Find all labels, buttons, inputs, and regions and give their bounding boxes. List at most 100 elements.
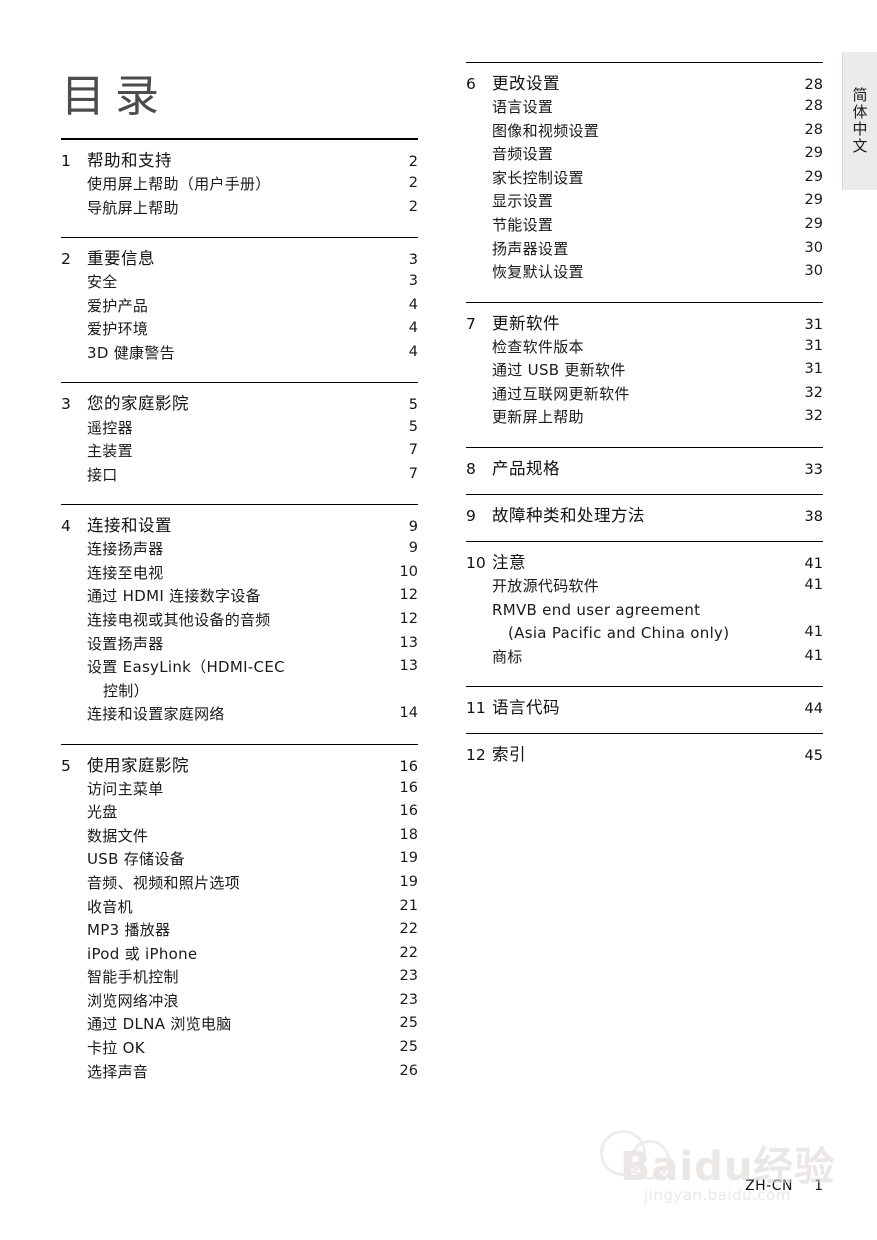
toc-entry[interactable]: 导航屏上帮助 2 <box>61 197 418 221</box>
toc-entry[interactable]: 爱护环境 4 <box>61 318 418 342</box>
chapter-spacer <box>466 528 823 541</box>
toc-entry[interactable]: 选择声音 26 <box>61 1060 418 1084</box>
toc-entry[interactable]: 扬声器设置 30 <box>466 237 823 261</box>
toc-entry-label: 音频设置 <box>492 145 554 164</box>
chapter-number: 3 <box>61 395 71 414</box>
toc-entry-label: 遥控器 <box>87 418 133 437</box>
chapter-divider <box>61 138 418 140</box>
toc-entry[interactable]: USB 存储设备 19 <box>61 848 418 872</box>
toc-chapter-heading[interactable]: 2 重要信息 3 <box>61 238 418 271</box>
toc-entry[interactable]: 控制） <box>61 679 418 703</box>
toc-entry[interactable]: 显示设置 29 <box>466 190 823 214</box>
toc-entry-label: 浏览网络冲浪 <box>87 991 179 1010</box>
toc-chapter-heading[interactable]: 11 语言代码 44 <box>466 687 823 720</box>
chapter-title: 更改设置 <box>492 74 560 93</box>
toc-entry[interactable]: 连接至电视 10 <box>61 562 418 586</box>
toc-entry-label: 图像和视频设置 <box>492 121 600 140</box>
toc-entry[interactable]: MP3 播放器 22 <box>61 919 418 943</box>
toc-entry[interactable]: 访问主菜单 16 <box>61 778 418 802</box>
toc-entry-label: 访问主菜单 <box>87 779 164 798</box>
page-title: 目录 <box>61 71 169 122</box>
chapter-page-number: 33 <box>804 461 823 478</box>
chapter-title: 重要信息 <box>87 249 155 269</box>
toc-entry-label: 更新屏上帮助 <box>492 408 584 427</box>
toc-entry[interactable]: 音频设置 29 <box>466 143 823 167</box>
toc-entry[interactable]: 节能设置 29 <box>466 214 823 238</box>
toc-entry[interactable]: 语言设置 28 <box>466 96 823 120</box>
chapter-number: 7 <box>466 314 476 333</box>
toc-entry[interactable]: 数据文件 18 <box>61 825 418 849</box>
toc-chapter: 4 连接和设置 9 连接扬声器 9 连接至电视 10 通过 HDMI 连接数字设备 12 连接电视… <box>61 504 418 744</box>
toc-entry-page-number: 23 <box>399 968 418 985</box>
toc-entry[interactable]: 主装置 7 <box>61 440 418 464</box>
toc-entry-label: MP3 播放器 <box>87 921 171 940</box>
toc-entry[interactable]: 连接和设置家庭网络 14 <box>61 703 418 727</box>
toc-chapter-heading[interactable]: 4 连接和设置 9 <box>61 505 418 538</box>
toc-entry-page-number: 23 <box>399 991 418 1008</box>
toc-entry-label: 控制） <box>103 681 149 700</box>
toc-chapter-heading[interactable]: 12 索引 45 <box>466 734 823 767</box>
toc-entry[interactable]: (Asia Pacific and China only) 41 <box>466 622 823 646</box>
chapter-spacer <box>466 430 823 447</box>
toc-entry-page-number: 41 <box>804 576 823 593</box>
chapter-number: 4 <box>61 517 71 536</box>
chapter-number: 1 <box>61 152 71 170</box>
toc-entry[interactable]: RMVB end user agreement <box>466 598 823 622</box>
toc-chapter-heading[interactable]: 10 注意 41 <box>466 542 823 575</box>
toc-entry[interactable]: 连接电视或其他设备的音频 12 <box>61 609 418 633</box>
toc-entry-label: 扬声器设置 <box>492 239 569 258</box>
chapter-number: 2 <box>61 250 71 269</box>
chapter-page-number: 45 <box>804 748 823 764</box>
toc-entry-label: 语言设置 <box>492 98 554 117</box>
toc-entry[interactable]: 检查软件版本 31 <box>466 336 823 360</box>
toc-entry[interactable]: 通过 HDMI 连接数字设备 12 <box>61 585 418 609</box>
toc-entry[interactable]: 更新屏上帮助 32 <box>466 406 823 430</box>
toc-chapter-heading[interactable]: 8 产品规格 33 <box>466 448 823 481</box>
toc-entry[interactable]: 开放源代码软件 41 <box>466 575 823 599</box>
toc-entry[interactable]: 安全 3 <box>61 271 418 295</box>
toc-entry-label: 设置扬声器 <box>87 634 164 653</box>
toc-entry[interactable]: 遥控器 5 <box>61 416 418 440</box>
toc-entry[interactable]: 图像和视频设置 28 <box>466 120 823 144</box>
toc-entry[interactable]: 收音机 21 <box>61 895 418 919</box>
toc-entry[interactable]: 智能手机控制 23 <box>61 966 418 990</box>
toc-chapter-heading[interactable]: 6 更改设置 28 <box>466 63 823 96</box>
toc-entry[interactable]: 恢复默认设置 30 <box>466 261 823 285</box>
chapter-page-number: 5 <box>408 397 418 414</box>
toc-entry[interactable]: 商标 41 <box>466 645 823 669</box>
toc-entry[interactable]: 光盘 16 <box>61 801 418 825</box>
chapter-title: 您的家庭影院 <box>87 394 189 414</box>
toc-entry[interactable]: 通过 DLNA 浏览电脑 25 <box>61 1013 418 1037</box>
toc-chapter: 7 更新软件 31 检查软件版本 31 通过 USB 更新软件 31 通过互联网更新软件 32 更… <box>466 301 823 447</box>
toc-entry-page-number: 19 <box>399 850 418 867</box>
chapter-title: 故障种类和处理方法 <box>492 505 645 525</box>
language-side-tab: 简体中文 <box>842 52 877 190</box>
toc-entry[interactable]: 通过互联网更新软件 32 <box>466 383 823 407</box>
toc-chapter-heading[interactable]: 9 故障种类和处理方法 38 <box>466 495 823 528</box>
toc-chapter-heading[interactable]: 5 使用家庭影院 16 <box>61 745 418 778</box>
toc-chapter-heading[interactable]: 7 更新软件 31 <box>466 303 823 336</box>
toc-entry[interactable]: 接口 7 <box>61 464 418 488</box>
toc-entry[interactable]: 3D 健康警告 4 <box>61 342 418 366</box>
toc-entry[interactable]: 使用屏上帮助（用户手册） 2 <box>61 173 418 197</box>
toc-entry-label: iPod 或 iPhone <box>87 944 198 963</box>
toc-entry-page-number: 21 <box>399 897 418 914</box>
toc-entry[interactable]: 设置扬声器 13 <box>61 632 418 656</box>
toc-entry[interactable]: 音频、视频和照片选项 19 <box>61 872 418 896</box>
toc-entry[interactable]: 家长控制设置 29 <box>466 167 823 191</box>
chapter-page-number: 38 <box>804 508 823 525</box>
toc-entry-page-number: 29 <box>804 168 823 185</box>
chapter-spacer <box>61 1084 418 1101</box>
toc-entry[interactable]: 连接扬声器 9 <box>61 538 418 562</box>
toc-entry[interactable]: iPod 或 iPhone 22 <box>61 943 418 967</box>
toc-entry[interactable]: 浏览网络冲浪 23 <box>61 990 418 1014</box>
toc-entry-label: 收音机 <box>87 897 133 916</box>
toc-entry-label: 检查软件版本 <box>492 337 584 356</box>
toc-entry[interactable]: 设置 EasyLink（HDMI-CEC 13 <box>61 656 418 680</box>
toc-chapter-heading[interactable]: 1 帮助和支持 2 <box>61 140 418 173</box>
toc-entry[interactable]: 卡拉 OK 25 <box>61 1037 418 1061</box>
toc-chapter-heading[interactable]: 3 您的家庭影院 5 <box>61 383 418 416</box>
toc-entry-page-number: 30 <box>804 239 823 256</box>
toc-entry[interactable]: 爱护产品 4 <box>61 295 418 319</box>
toc-entry[interactable]: 通过 USB 更新软件 31 <box>466 359 823 383</box>
